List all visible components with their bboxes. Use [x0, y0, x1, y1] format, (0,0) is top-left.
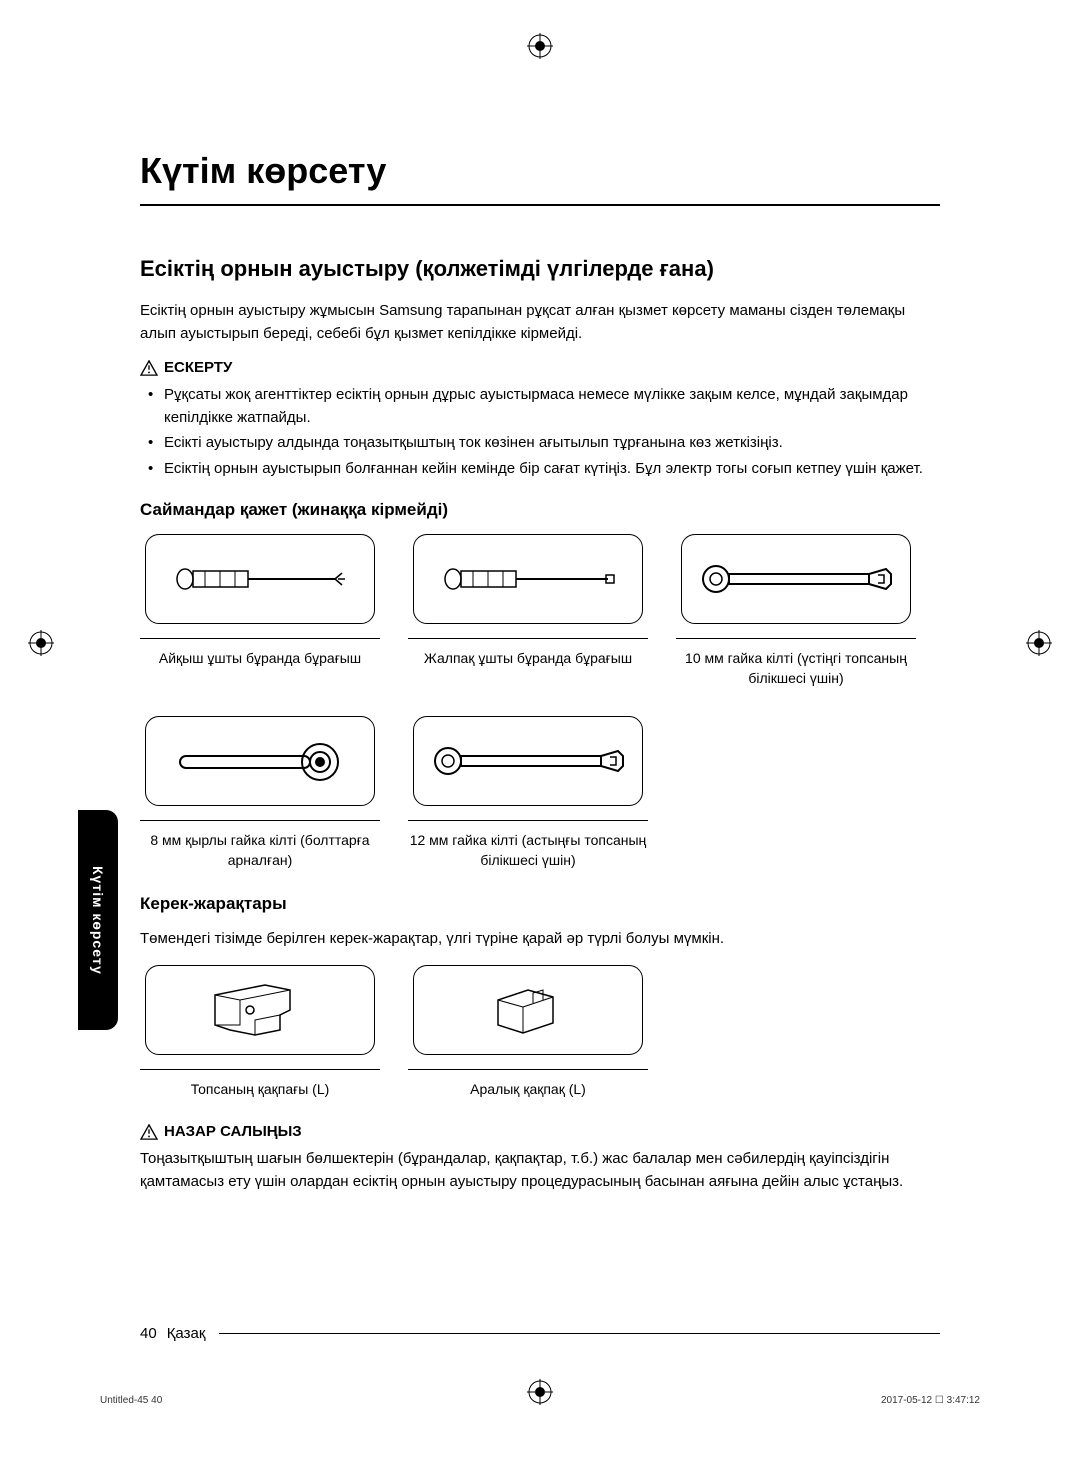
tool-divider — [408, 820, 648, 821]
accessories-title: Керек-жарақтары — [140, 894, 940, 914]
tool-caption: Айқыш ұшты бұранда бұрағыш — [140, 649, 380, 669]
tool-caption: 10 мм гайка кілті (үстіңгі топсаның білі… — [676, 649, 916, 688]
tool-illustration — [145, 534, 375, 624]
tool-divider — [676, 638, 916, 639]
tool-caption: Жалпақ ұшты бұранда бұрағыш — [408, 649, 648, 669]
tool-item: Айқыш ұшты бұранда бұрағыш — [140, 534, 380, 688]
tools-title: Саймандар қажет (жинаққа кірмейді) — [140, 500, 940, 520]
accessory-illustration — [145, 965, 375, 1055]
list-item: Есіктің орнын ауыстырып болғаннан кейін … — [140, 458, 940, 481]
tool-divider — [140, 1069, 380, 1070]
print-mark-bottom — [527, 1379, 553, 1410]
title-divider — [140, 204, 940, 206]
page-footer: 40 Қазақ — [140, 1325, 940, 1342]
warning-label: ЕСКЕРТУ — [164, 359, 232, 376]
page-title: Күтім көрсету — [140, 150, 940, 192]
tool-item: 8 мм қырлы гайка кілті (болттарға арналғ… — [140, 716, 380, 870]
page-language: Қазақ — [167, 1325, 206, 1342]
caution-heading: НАЗАР САЛЫҢЫЗ — [140, 1123, 940, 1140]
tool-illustration — [145, 716, 375, 806]
intro-paragraph: Есіктің орнын ауыстыру жұмысын Samsung т… — [140, 300, 940, 345]
page-number: 40 — [140, 1325, 157, 1342]
warning-icon — [140, 1124, 158, 1140]
section-title: Есіктің орнын ауыстыру (қолжетімді үлгіл… — [140, 256, 940, 282]
accessory-item: Аралық қақпақ (L) — [408, 965, 648, 1100]
warning-heading: ЕСКЕРТУ — [140, 359, 940, 376]
tool-item: Жалпақ ұшты бұранда бұрағыш — [408, 534, 648, 688]
tool-item: 10 мм гайка кілті (үстіңгі топсаның білі… — [676, 534, 916, 688]
warning-list: Рұқсаты жоқ агенттіктер есіктің орнын дұ… — [140, 384, 940, 480]
list-item: Есікті ауыстыру алдында тоңазытқыштың то… — [140, 432, 940, 455]
caution-label: НАЗАР САЛЫҢЫЗ — [164, 1123, 302, 1140]
list-item: Рұқсаты жоқ агенттіктер есіктің орнын дұ… — [140, 384, 940, 429]
tool-divider — [140, 820, 380, 821]
tools-grid: Айқыш ұшты бұранда бұрағыш Жалпақ ұшты б… — [140, 534, 940, 870]
tool-illustration — [681, 534, 911, 624]
accessories-row: Топсаның қақпағы (L) Аралық қақпақ (L) — [140, 965, 940, 1100]
tool-illustration — [413, 534, 643, 624]
accessory-illustration — [413, 965, 643, 1055]
footer-divider — [219, 1333, 940, 1334]
accessories-text: Төмендегі тізімде берілген керек-жарақта… — [140, 928, 940, 951]
accessory-item: Топсаның қақпағы (L) — [140, 965, 380, 1100]
tool-divider — [408, 1069, 648, 1070]
tool-divider — [408, 638, 648, 639]
accessory-caption: Аралық қақпақ (L) — [408, 1080, 648, 1100]
print-meta-right: 2017-05-12 ☐ 3:47:12 — [881, 1395, 980, 1406]
tool-divider — [140, 638, 380, 639]
tool-caption: 8 мм қырлы гайка кілті (болттарға арналғ… — [140, 831, 380, 870]
caution-text: Тоңазытқыштың шағын бөлшектерін (бұранда… — [140, 1148, 940, 1193]
accessory-caption: Топсаның қақпағы (L) — [140, 1080, 380, 1100]
print-meta-left: Untitled-45 40 — [100, 1395, 162, 1406]
tool-item: 12 мм гайка кілті (астыңғы топсаның білі… — [408, 716, 648, 870]
tool-caption: 12 мм гайка кілті (астыңғы топсаның білі… — [408, 831, 648, 870]
tool-illustration — [413, 716, 643, 806]
warning-icon — [140, 360, 158, 376]
